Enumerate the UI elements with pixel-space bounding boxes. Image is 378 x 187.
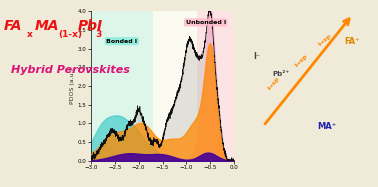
Text: Hybrid Perovskites: Hybrid Perovskites <box>11 65 130 75</box>
Text: PbI: PbI <box>78 19 103 33</box>
Text: FA: FA <box>4 19 22 33</box>
Text: MA⁺: MA⁺ <box>318 122 337 131</box>
Text: Pb²⁺: Pb²⁺ <box>272 71 289 77</box>
Text: (1-x): (1-x) <box>58 30 82 39</box>
Text: I→sp: I→sp <box>317 33 333 47</box>
Text: Bonded I: Bonded I <box>106 39 138 44</box>
Text: FA⁺: FA⁺ <box>344 37 359 46</box>
Text: 3: 3 <box>96 30 102 39</box>
Text: I→sp: I→sp <box>266 75 280 91</box>
Bar <box>197 11 234 161</box>
Text: x: x <box>26 30 32 39</box>
Text: I→sp: I→sp <box>294 53 308 68</box>
Text: MA: MA <box>35 19 59 33</box>
Text: Unbonded I: Unbonded I <box>186 20 226 25</box>
Text: I⁻: I⁻ <box>253 52 260 61</box>
Bar <box>91 11 153 161</box>
Y-axis label: PDOS (a.u.): PDOS (a.u.) <box>70 68 75 104</box>
